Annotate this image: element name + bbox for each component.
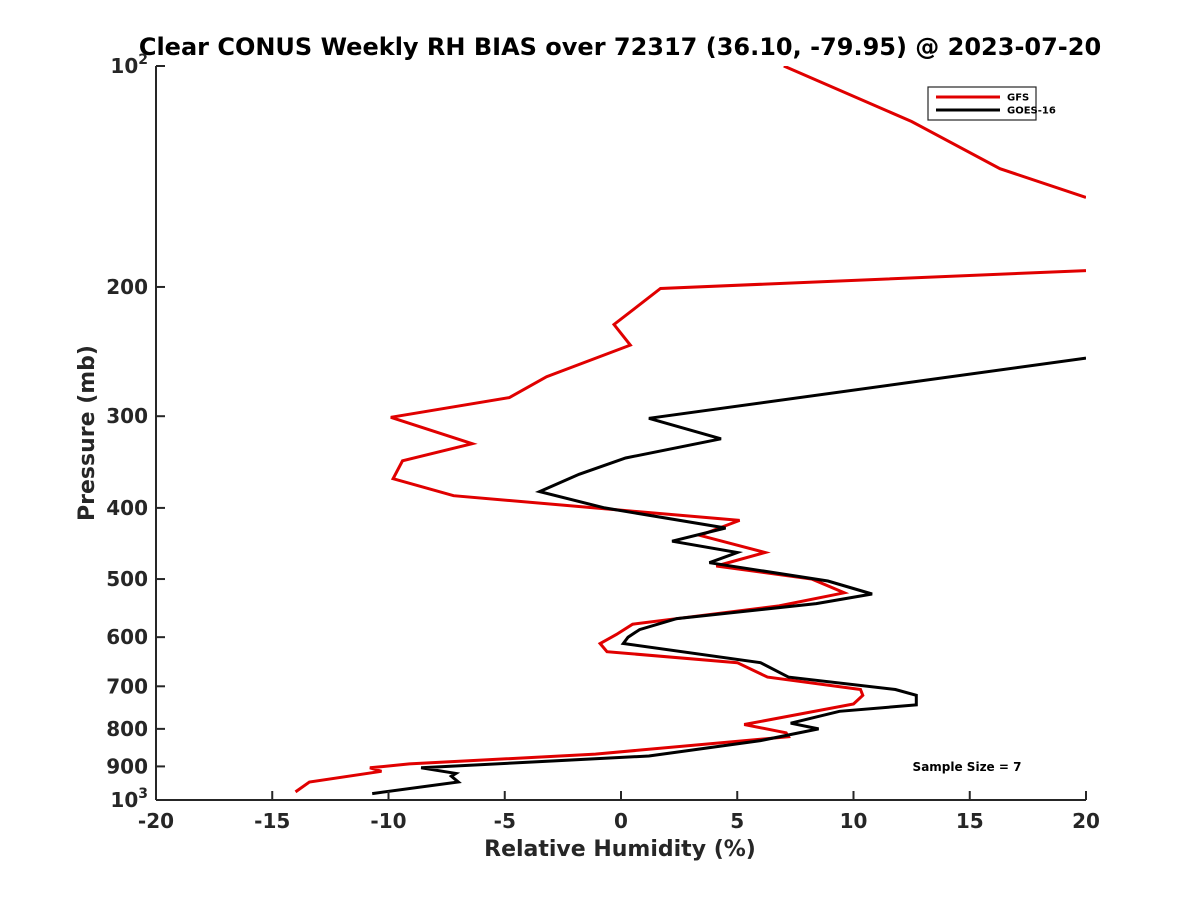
y-tick-label: 103 xyxy=(110,786,148,812)
x-tick-label: 5 xyxy=(730,809,744,833)
legend-label: GFS xyxy=(1007,93,1029,104)
x-tick-label: -10 xyxy=(370,809,406,833)
y-tick-label: 700 xyxy=(106,674,148,698)
x-tick-label: 20 xyxy=(1072,809,1100,833)
x-tick-label: 10 xyxy=(840,809,868,833)
x-tick-label: -15 xyxy=(254,809,290,833)
legend-box xyxy=(927,86,1037,121)
x-axis-label: Relative Humidity (%) xyxy=(484,837,756,862)
y-axis-label: Pressure (mb) xyxy=(75,345,100,521)
y-tick-label: 102 xyxy=(110,52,148,78)
y-tick-label: 600 xyxy=(106,625,148,649)
x-tick-label: 0 xyxy=(614,809,628,833)
y-tick-label: 200 xyxy=(106,275,148,299)
y-tick-label: 300 xyxy=(106,404,148,428)
y-tick-label: 500 xyxy=(106,567,148,591)
x-tick-label: -5 xyxy=(494,809,516,833)
chart-title: Clear CONUS Weekly RH BIAS over 72317 (3… xyxy=(139,33,1101,61)
x-tick-label: -20 xyxy=(138,809,174,833)
y-tick-label: 400 xyxy=(106,496,148,520)
legend-label: GOES-16 xyxy=(1007,106,1056,117)
sample-size-annotation: Sample Size = 7 xyxy=(913,760,1022,774)
x-tick-label: 15 xyxy=(956,809,984,833)
y-tick-label: 800 xyxy=(106,717,148,741)
series-line-goes-16 xyxy=(371,356,1086,796)
y-tick-label: 900 xyxy=(106,754,148,778)
